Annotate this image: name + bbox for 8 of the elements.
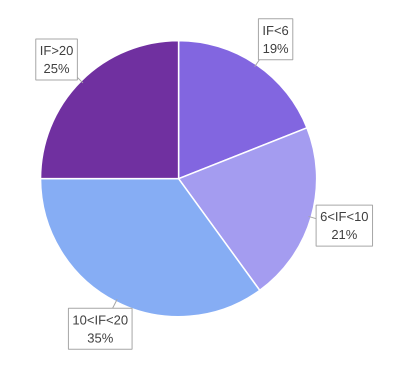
slice-label: IF<6	[262, 22, 289, 38]
slice-label: 10<IF<20	[72, 312, 128, 328]
data-label: 35%	[87, 330, 114, 346]
slice-label: IF>20	[40, 43, 74, 58]
slice-label: 6<IF<10	[320, 209, 369, 224]
data-label: 19%	[262, 40, 290, 56]
data-label: 25%	[44, 61, 70, 76]
data-label: 21%	[331, 227, 358, 242]
